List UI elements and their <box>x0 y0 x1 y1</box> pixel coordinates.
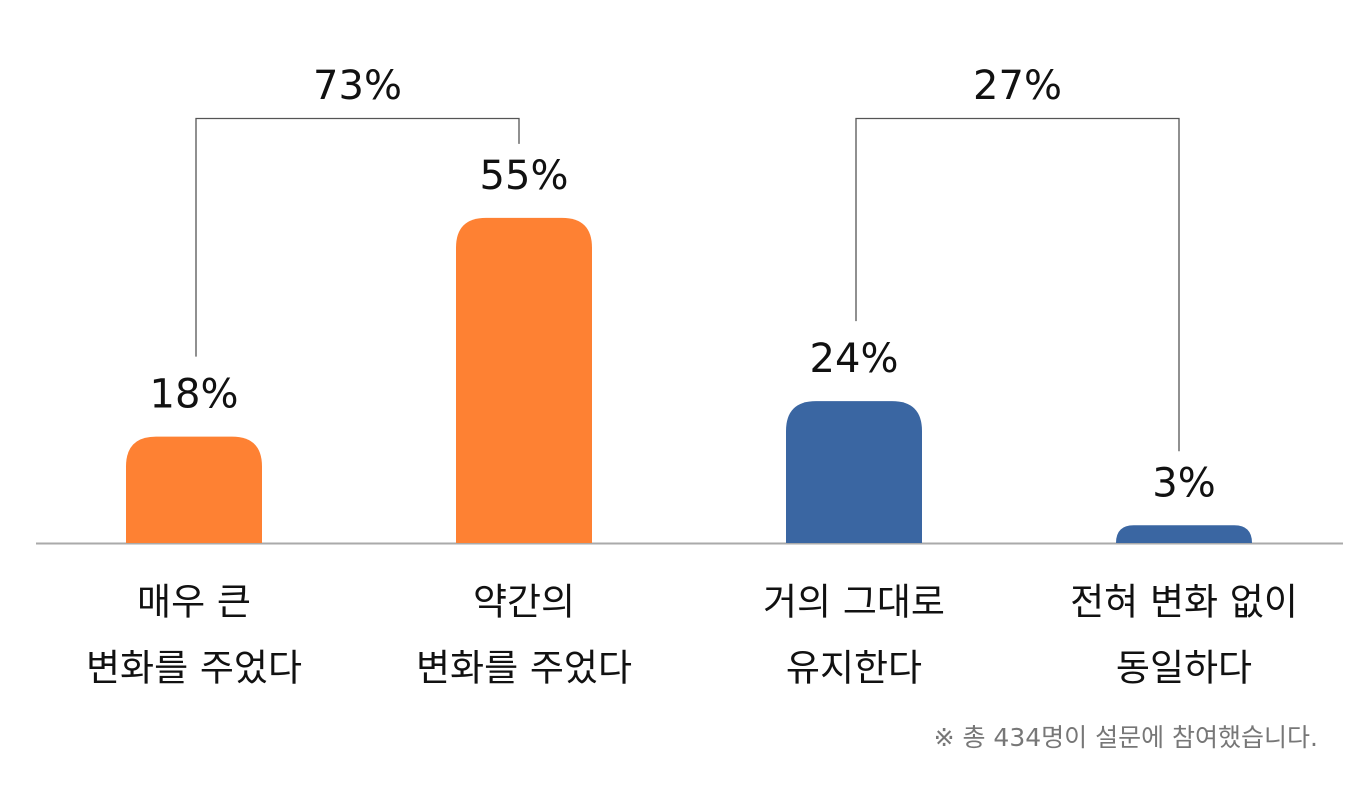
category-label: 전혀 변화 없이 <box>1070 581 1298 624</box>
group-label: 73% <box>313 63 402 109</box>
group-bracket <box>855 117 1180 452</box>
bar <box>1116 525 1252 543</box>
value-label: 24% <box>810 336 899 382</box>
value-label: 55% <box>480 153 569 199</box>
category-label: 유지한다 <box>786 647 922 690</box>
bar <box>456 217 592 543</box>
value-label: 18% <box>150 372 239 418</box>
group-label: 27% <box>973 63 1062 109</box>
category-label: 약간의 <box>473 581 575 624</box>
category-label: 변화를 주었다 <box>416 647 632 690</box>
category-label: 변화를 주었다 <box>86 647 302 690</box>
bar <box>786 401 922 543</box>
footnote: ※ 총 434명이 설문에 참여했습니다. <box>934 723 1318 752</box>
category-label: 매우 큰 <box>137 581 251 624</box>
category-label: 거의 그대로 <box>763 581 945 624</box>
category-label: 동일하다 <box>1116 647 1252 690</box>
value-label: 3% <box>1152 460 1215 506</box>
group-bracket <box>195 117 520 357</box>
bar <box>126 436 262 543</box>
